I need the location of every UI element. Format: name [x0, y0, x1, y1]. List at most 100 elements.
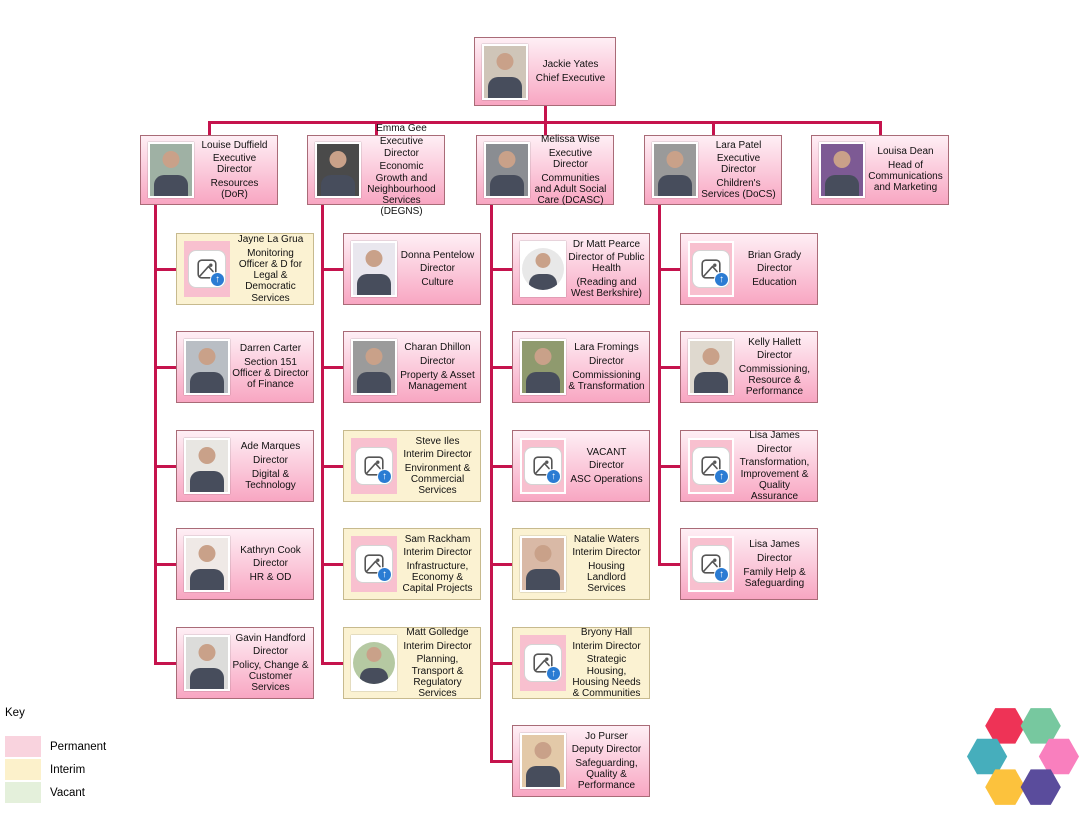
upload-arrow-icon: ↑	[210, 272, 225, 287]
person-name: Matt Golledge	[406, 626, 469, 638]
person-torso	[321, 175, 355, 196]
person-title: Section 151 Officer & Director of Financ…	[232, 357, 309, 391]
connector-line	[878, 124, 882, 135]
person-text: Ade Marques Director Digital & Technology	[230, 439, 313, 493]
image-upload-icon: ↑	[355, 545, 393, 583]
person-name: Emma Gee	[376, 122, 427, 134]
person-unit: ASC Operations	[570, 474, 643, 486]
person-name: Ade Marques	[240, 441, 301, 453]
person-name: Kelly Hallett	[748, 336, 801, 348]
person-title: Head of Communications and Marketing	[868, 160, 943, 194]
connector-line	[491, 464, 512, 468]
upload-arrow-icon: ↑	[714, 469, 729, 484]
person-text: Louise Duffield Executive Director Resourc…	[194, 138, 277, 203]
org-node: Kelly Hallett Director Commissioning, Reso…	[680, 331, 818, 403]
person-torso	[190, 372, 224, 393]
org-node: ↑ Lisa James Director Transformation, Impro…	[680, 430, 818, 502]
person-head	[162, 151, 180, 168]
person-name: Kathryn Cook	[240, 544, 301, 556]
org-node: Donna Pentelow Director Culture	[343, 233, 481, 305]
photo-placeholder: ↑	[688, 241, 734, 297]
connector-line	[322, 562, 343, 566]
portrait-photo	[315, 142, 361, 198]
portrait-photo-circle	[353, 642, 395, 684]
image-glyph	[364, 456, 384, 476]
person-text: Lisa James Director Transformation, Improv…	[734, 428, 817, 504]
person-text: Jackie Yates Chief Executive	[528, 57, 615, 86]
person-torso	[357, 274, 391, 295]
person-torso	[357, 372, 391, 393]
person-torso	[526, 372, 560, 393]
org-node: ↑ Jayne La Grua Monitoring Officer & D for…	[176, 233, 314, 305]
portrait-photo	[351, 241, 397, 297]
image-upload-icon: ↑	[524, 447, 562, 485]
person-text: Charan Dhillon Director Property & Asset M…	[397, 340, 480, 394]
person-name: Louisa Dean	[877, 146, 934, 158]
person-torso	[825, 175, 859, 196]
connector-line	[491, 661, 512, 665]
logo-hexagon-teal	[966, 738, 1008, 775]
portrait-photo	[351, 339, 397, 395]
person-unit: Culture	[421, 277, 454, 289]
person-head	[198, 447, 216, 464]
person-head	[498, 151, 516, 168]
person-title: Interim Director	[403, 449, 472, 461]
person-title: Executive Director	[212, 153, 257, 176]
person-title: Director of Public Health	[568, 252, 645, 275]
org-node: Jackie Yates Chief Executive	[474, 37, 616, 106]
person-title: Director	[252, 558, 288, 570]
legend-row-permanent: Permanent	[5, 735, 106, 758]
person-torso	[490, 175, 524, 196]
person-title: Deputy Director	[571, 744, 642, 756]
key-label-interim: Interim	[50, 763, 86, 776]
person-torso	[529, 274, 557, 290]
person-unit: Resources (DoR)	[210, 178, 259, 201]
person-title: Director	[588, 355, 624, 367]
person-title: Executive Director	[716, 153, 761, 176]
key-label-permanent: Permanent	[50, 740, 107, 753]
photo-placeholder: ↑	[184, 241, 230, 297]
image-glyph	[197, 259, 217, 279]
org-node: Lara Patel Executive Director Children's S…	[644, 135, 782, 205]
person-torso	[154, 175, 188, 196]
person-unit: Safeguarding, Quality & Performance	[575, 757, 638, 792]
person-torso	[488, 76, 522, 98]
connector-line	[155, 365, 176, 369]
person-name: Louise Duffield	[201, 139, 268, 151]
person-unit: Economic Growth and Neighbourhood Servic…	[367, 161, 436, 218]
image-glyph	[533, 653, 553, 673]
legend: Key Permanent Interim Vacant	[5, 707, 106, 804]
person-title: Interim Director	[572, 547, 641, 559]
person-text: Darren Carter Section 151 Officer & Direc…	[230, 341, 313, 392]
org-node: Gavin Handford Director Policy, Change & C…	[176, 627, 314, 699]
portrait-photo	[520, 536, 566, 592]
org-node: ↑ VACANT Director ASC Operations	[512, 430, 650, 502]
portrait-photo	[351, 635, 397, 691]
person-head	[666, 151, 684, 168]
person-name: Lisa James	[749, 539, 800, 551]
person-head	[534, 348, 552, 365]
legend-row-interim: Interim	[5, 758, 106, 781]
connector-line	[543, 124, 547, 135]
upload-arrow-icon: ↑	[377, 567, 392, 582]
person-name: Jackie Yates	[542, 59, 599, 71]
org-node: ↑ Sam Rackham Interim Director Infrastructu…	[343, 528, 481, 600]
person-head	[329, 151, 347, 168]
person-unit: Property & Asset Management	[400, 369, 475, 392]
person-unit: Commissioning & Transformation	[568, 369, 645, 392]
connector-line	[155, 267, 176, 271]
person-text: Lisa James Director Family Help & Safeguar…	[734, 537, 817, 591]
person-name: Charan Dhillon	[404, 342, 471, 354]
person-title: Chief Executive	[535, 72, 606, 84]
person-unit: Strategic Housing, Housing Needs & Commu…	[572, 654, 641, 699]
person-unit: Digital & Technology	[245, 468, 296, 491]
key-swatch-permanent	[5, 736, 41, 757]
org-node: ↑ Lisa James Director Family Help & Safegua…	[680, 528, 818, 600]
image-upload-icon: ↑	[355, 447, 393, 485]
portrait-photo	[520, 733, 566, 789]
portrait-photo	[184, 438, 230, 494]
person-name: Bryony Hall	[580, 626, 633, 638]
person-text: Kathryn Cook Director HR & OD	[230, 543, 313, 586]
person-unit: Policy, Change & Customer Services	[232, 659, 309, 694]
